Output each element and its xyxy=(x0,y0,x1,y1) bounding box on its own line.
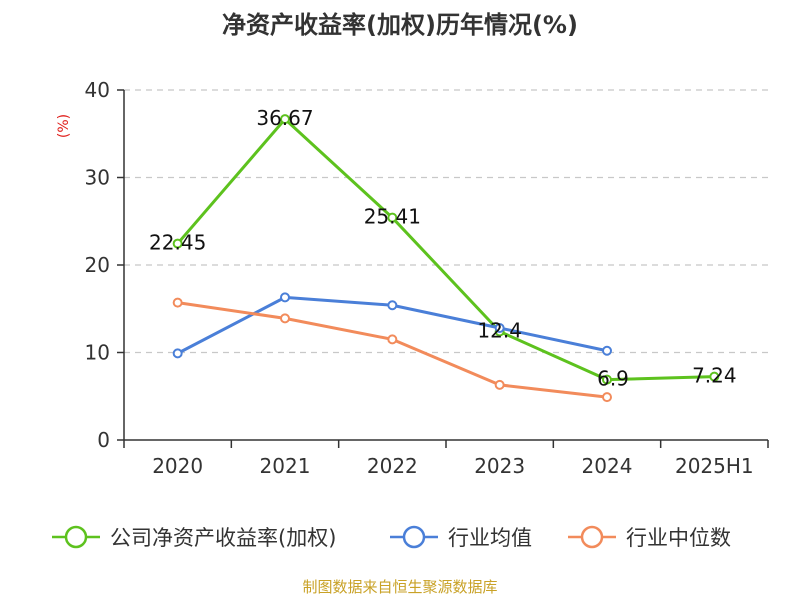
data-point xyxy=(280,114,290,125)
data-point xyxy=(494,379,505,390)
legend-item[interactable]: 公司净资产收益率(加权) xyxy=(52,525,336,550)
data-point xyxy=(709,371,720,382)
legend-item[interactable]: 行业中位数 xyxy=(568,525,731,550)
x-tick-label: 2023 xyxy=(474,454,525,478)
legend-label: 行业均值 xyxy=(448,526,532,550)
data-label: 22.45 xyxy=(149,231,206,255)
data-point xyxy=(602,345,612,356)
data-point xyxy=(172,348,183,359)
data-point xyxy=(280,292,290,303)
gridlines xyxy=(124,89,768,354)
data-point xyxy=(280,313,290,324)
x-tick-label: 2022 xyxy=(367,454,418,478)
x-tick-label: 2024 xyxy=(582,454,633,478)
y-tick-label: 10 xyxy=(85,341,110,365)
data-point xyxy=(387,334,398,345)
legend-marker xyxy=(402,525,426,549)
x-tick-label: 2025H1 xyxy=(675,454,754,478)
y-tick-label: 20 xyxy=(85,253,110,277)
axes: 0 10 20 30 40 2020 2021 2022 2023 2024 2025H1 xyxy=(85,78,769,478)
y-tick-label: 0 xyxy=(97,428,110,452)
data-point xyxy=(602,374,612,385)
legend-label: 公司净资产收益率(加权) xyxy=(110,526,336,550)
x-tick-label: 2020 xyxy=(152,454,203,478)
data-label: 7.24 xyxy=(692,364,737,388)
legend-marker xyxy=(580,525,604,549)
series-line xyxy=(176,117,715,382)
data-point xyxy=(387,300,398,311)
x-tick-label: 2021 xyxy=(260,454,311,478)
legend-marker xyxy=(64,525,88,549)
data-point xyxy=(172,297,183,308)
data-point xyxy=(172,238,183,249)
y-tick-label: 40 xyxy=(85,78,110,102)
data-label: 25.41 xyxy=(364,205,421,229)
chart-title: 净资产收益率(加权)历年情况(%) xyxy=(222,11,578,39)
legend: 公司净资产收益率(加权) 行业均值 行业中位数 xyxy=(52,525,731,550)
data-label: 6.9 xyxy=(597,367,629,391)
data-point xyxy=(602,392,612,403)
data-point xyxy=(387,212,398,223)
series-lines xyxy=(172,114,720,403)
legend-label: 行业中位数 xyxy=(626,526,731,550)
data-point xyxy=(494,323,505,333)
legend-item[interactable]: 行业均值 xyxy=(390,525,532,550)
y-tick-label: 30 xyxy=(85,166,110,190)
source-note: 制图数据来自恒生聚源数据库 xyxy=(302,578,497,596)
data-label: 12.4 xyxy=(477,319,522,343)
y-axis-label: (%) xyxy=(56,114,72,138)
data-labels: 22.45 36.67 25.41 12.4 6.9 7.24 xyxy=(149,106,737,390)
data-label: 36.67 xyxy=(256,106,313,130)
